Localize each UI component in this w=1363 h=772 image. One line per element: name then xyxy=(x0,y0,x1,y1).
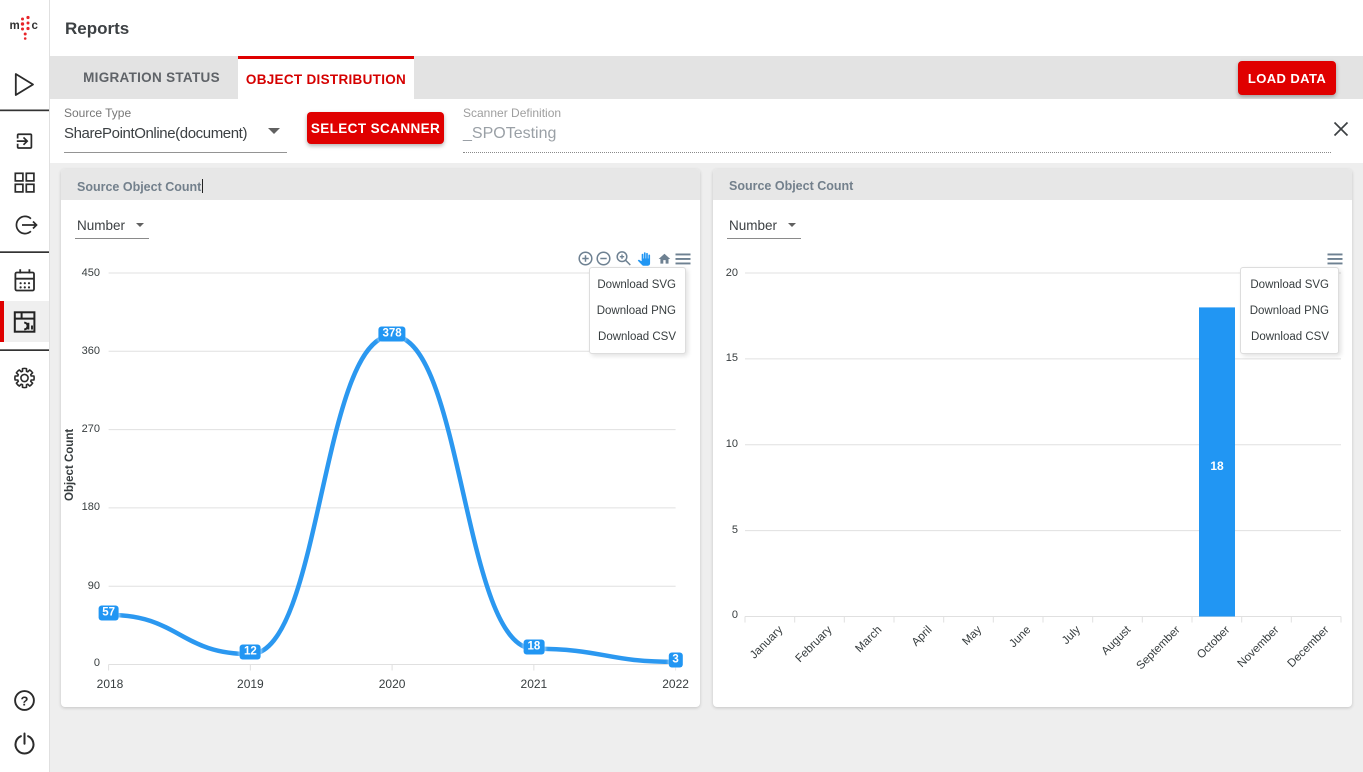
svg-text:?: ? xyxy=(21,694,29,709)
svg-text:c: c xyxy=(32,20,39,32)
svg-text:m: m xyxy=(10,20,20,32)
